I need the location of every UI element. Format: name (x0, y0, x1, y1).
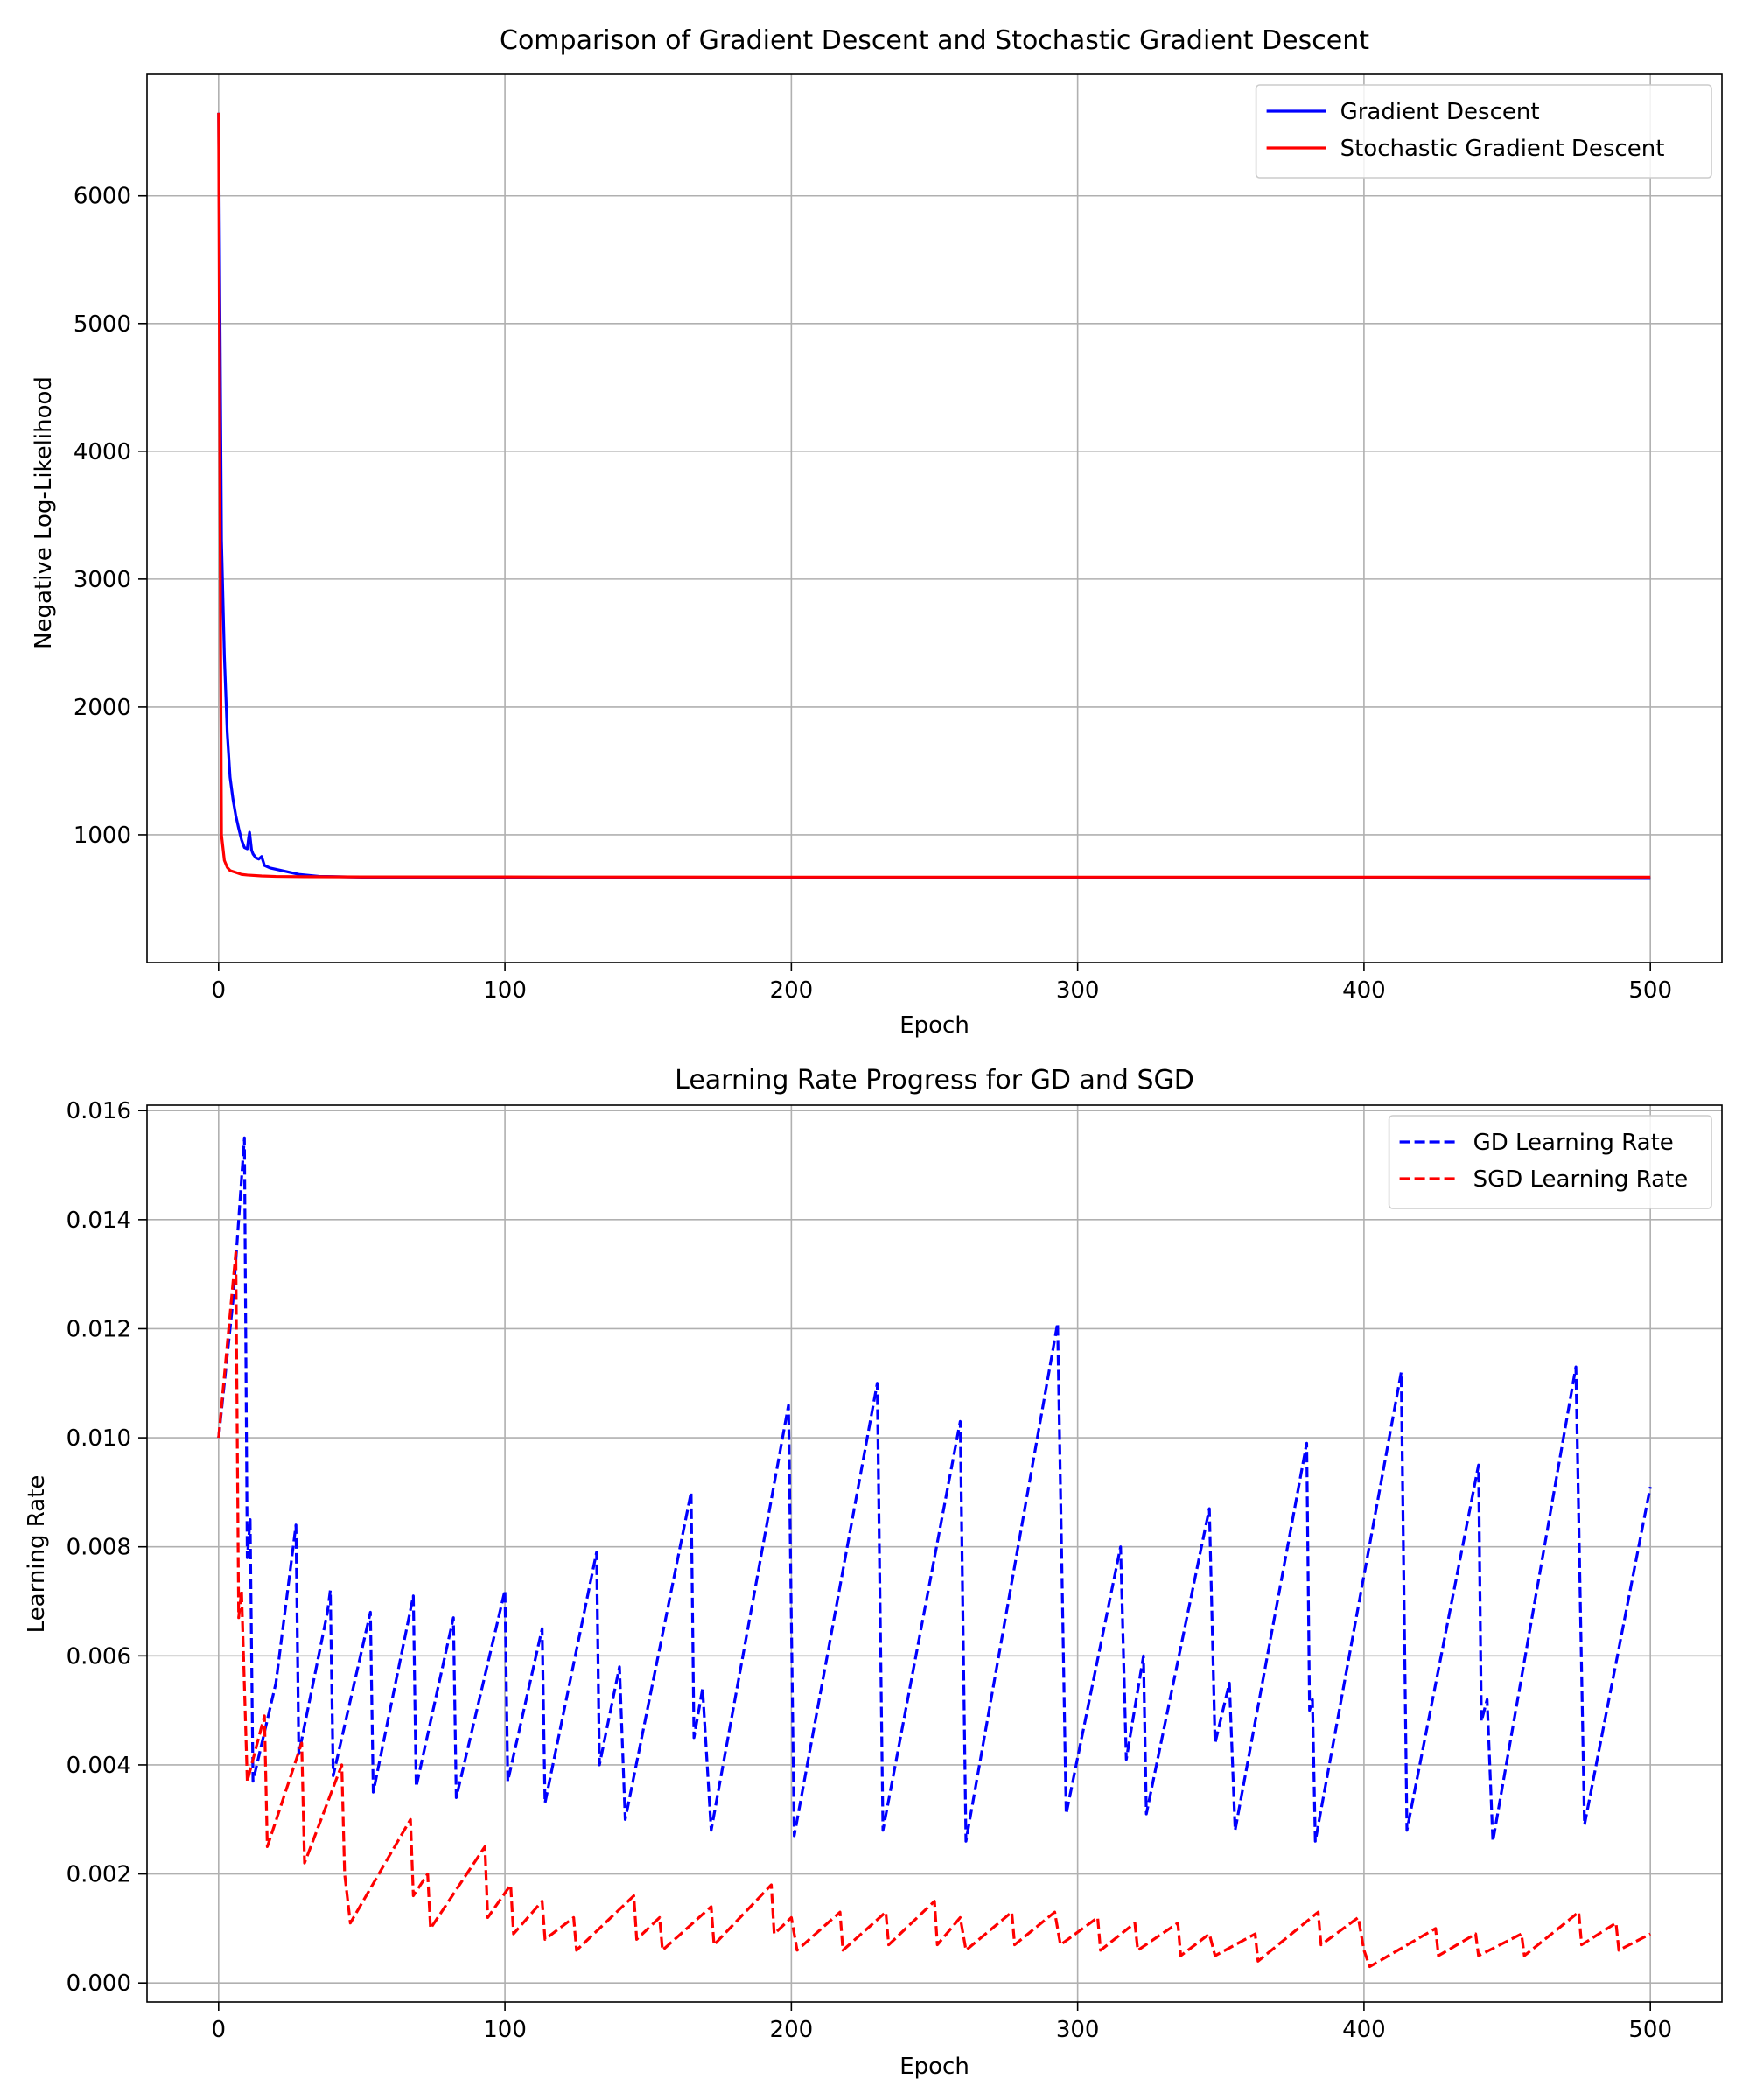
learning-rate-chart-x-tick-label-1: 100 (483, 2017, 527, 2043)
nll-chart-lines (217, 112, 1651, 880)
nll-chart-y-tick-label-2: 3000 (74, 567, 131, 593)
nll-chart-x-tick-label-5: 500 (1628, 977, 1672, 1004)
learning-rate-chart-y-tick-label-3: 0.006 (66, 1643, 131, 1670)
nll-chart-y-tick-label-4: 5000 (74, 312, 131, 338)
nll-chart: Comparison of Gradient Descent and Stoch… (31, 25, 1723, 1039)
nll-chart-series-1-line (217, 112, 1651, 878)
nll-chart-grid (147, 74, 1722, 962)
learning-rate-chart-legend-label-0: GD Learning Rate (1474, 1130, 1674, 1156)
nll-chart-x-tick-label-4: 400 (1342, 977, 1386, 1004)
nll-chart-y-ticks: 1000 2000 3000 4000 5000 6000 (74, 184, 147, 849)
learning-rate-chart-lines (217, 1136, 1652, 1969)
learning-rate-chart-x-tick-label-4: 400 (1342, 2017, 1386, 2043)
nll-chart-x-tick-label-1: 100 (483, 977, 527, 1004)
learning-rate-chart-y-ticks: 0.000 0.002 0.004 0.006 0.008 0.010 0.012 0.014… (66, 1098, 147, 1997)
nll-chart-legend-label-1: Stochastic Gradient Descent (1340, 136, 1665, 162)
nll-chart-x-tick-label-3: 300 (1056, 977, 1100, 1004)
learning-rate-chart-x-label: Epoch (900, 2054, 970, 2080)
nll-chart-x-tick-label-0: 0 (212, 977, 227, 1004)
nll-chart-legend: Gradient Descent Stochastic Gradient Desc… (1255, 84, 1712, 178)
learning-rate-chart-legend: GD Learning Rate SGD Learning Rate (1388, 1115, 1712, 1209)
learning-rate-chart-x-tick-label-5: 500 (1628, 2017, 1672, 2043)
learning-rate-chart-x-ticks: 0 100 200 300 400 500 (212, 2002, 1672, 2043)
learning-rate-chart-x-tick-label-0: 0 (212, 2017, 227, 2043)
learning-rate-chart-legend-label-1: SGD Learning Rate (1474, 1166, 1689, 1193)
learning-rate-chart-series-0-line (217, 1136, 1652, 1843)
nll-chart-legend-label-0: Gradient Descent (1340, 99, 1540, 125)
learning-rate-chart-y-tick-label-4: 0.008 (66, 1535, 131, 1561)
nll-chart-y-tick-label-0: 1000 (74, 822, 131, 849)
learning-rate-chart-y-tick-label-2: 0.004 (66, 1753, 131, 1779)
nll-chart-y-tick-label-5: 6000 (74, 184, 131, 210)
nll-chart-x-ticks: 0 100 200 300 400 500 (212, 962, 1672, 1004)
learning-rate-chart-series-1-line (217, 1250, 1651, 1969)
learning-rate-chart-y-tick-label-5: 0.010 (66, 1425, 131, 1452)
learning-rate-chart-x-tick-label-2: 200 (770, 2017, 814, 2043)
nll-chart-x-label: Epoch (900, 1012, 970, 1039)
nll-chart-y-label: Negative Log-Likelihood (31, 376, 57, 649)
nll-chart-y-tick-label-1: 2000 (74, 695, 131, 721)
learning-rate-chart-title: Learning Rate Progress for GD and SGD (675, 1065, 1194, 1096)
nll-chart-y-tick-label-3: 4000 (74, 439, 131, 466)
learning-rate-chart-frame (146, 1104, 1723, 2003)
learning-rate-chart-y-tick-label-0: 0.000 (66, 1970, 131, 1997)
nll-chart-x-tick-label-2: 200 (770, 977, 814, 1004)
learning-rate-chart-legend-box (1388, 1115, 1712, 1209)
nll-chart-frame (146, 74, 1723, 963)
learning-rate-chart-y-tick-label-8: 0.016 (66, 1098, 131, 1124)
learning-rate-chart-y-tick-label-1: 0.002 (66, 1862, 131, 1888)
nll-chart-legend-box (1255, 84, 1712, 178)
learning-rate-chart-y-tick-label-7: 0.014 (66, 1208, 131, 1234)
learning-rate-chart-y-label: Learning Rate (24, 1475, 50, 1634)
learning-rate-chart: Learning Rate Progress for GD and SGD 0 1… (24, 1065, 1723, 2080)
learning-rate-chart-y-tick-label-6: 0.012 (66, 1316, 131, 1342)
learning-rate-chart-axes (146, 1104, 1723, 2003)
nll-chart-axes (146, 74, 1723, 963)
nll-chart-title: Comparison of Gradient Descent and Stoch… (500, 25, 1369, 56)
learning-rate-chart-x-tick-label-3: 300 (1056, 2017, 1100, 2043)
